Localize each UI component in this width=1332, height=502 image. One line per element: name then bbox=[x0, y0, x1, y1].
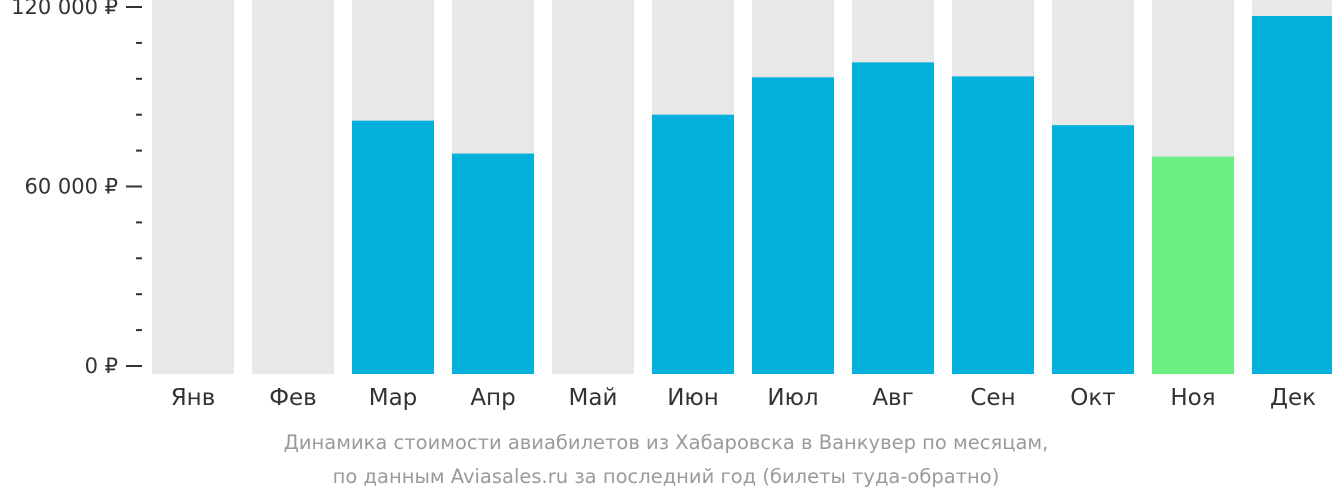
x-tick-label: Сен bbox=[970, 385, 1015, 411]
x-tick-label: Мар bbox=[369, 385, 418, 411]
bar bbox=[652, 114, 734, 374]
bar bbox=[852, 62, 934, 375]
y-tick-label: 120 000 ₽ bbox=[11, 0, 118, 19]
x-tick-label: Авг bbox=[872, 385, 913, 411]
price-bar-chart: Янв Фев Мар Апр Май Июн Июл Авг Сен Окт Ноя Дек 0 ₽ 6… bbox=[11, 0, 1332, 411]
bar bbox=[452, 153, 534, 374]
x-tick-label: Апр bbox=[470, 385, 515, 411]
y-tick-label: 0 ₽ bbox=[85, 354, 118, 378]
bar-background bbox=[252, 0, 334, 374]
x-tick-label: Июл bbox=[767, 385, 818, 411]
x-tick-label: Дек bbox=[1270, 385, 1316, 411]
bar-background bbox=[152, 0, 234, 374]
chart-caption-line-2: по данным Aviasales.ru за последний год … bbox=[332, 465, 1000, 488]
x-tick-label: Янв bbox=[171, 385, 216, 411]
x-tick-label: Окт bbox=[1070, 385, 1115, 411]
bar bbox=[752, 77, 834, 374]
bar-background bbox=[552, 0, 634, 374]
chart-caption-line-1: Динамика стоимости авиабилетов из Хабаро… bbox=[283, 431, 1049, 454]
x-tick-label: Ноя bbox=[1170, 385, 1215, 411]
bar bbox=[952, 76, 1034, 374]
bar bbox=[1252, 15, 1332, 374]
bar bbox=[1052, 125, 1134, 374]
y-tick-label: 60 000 ₽ bbox=[24, 175, 118, 199]
bar bbox=[1152, 156, 1234, 374]
x-tick-label: Фев bbox=[269, 385, 317, 411]
x-tick-label: Июн bbox=[667, 385, 719, 411]
x-tick-label: Май bbox=[569, 385, 618, 411]
bar bbox=[352, 120, 434, 374]
